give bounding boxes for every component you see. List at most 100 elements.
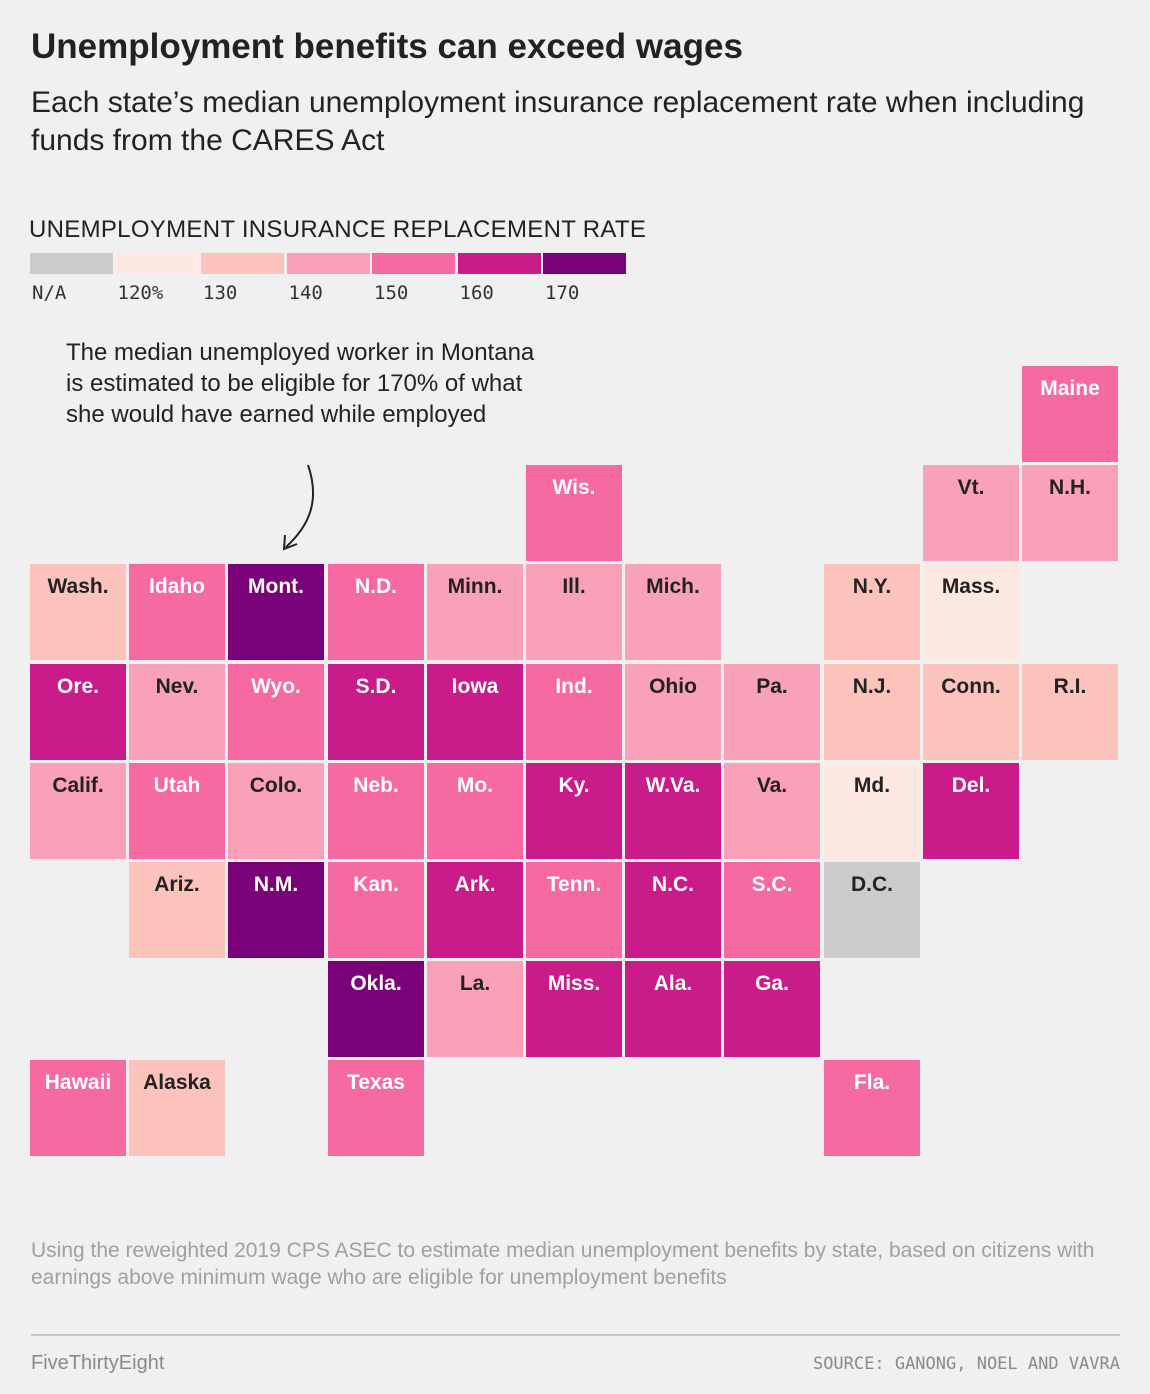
state-tile: W.Va.: [625, 763, 721, 859]
legend-label: N/A: [32, 282, 67, 304]
state-label: N.C.: [652, 873, 694, 896]
state-label: Iowa: [451, 675, 499, 698]
state-label: Mo.: [456, 774, 494, 797]
state-label: Ore.: [56, 675, 100, 698]
state-label: Neb.: [353, 774, 399, 797]
state-tile: N.J.: [824, 664, 920, 760]
state-tile: Utah: [129, 763, 225, 859]
state-tile: Conn.: [923, 664, 1019, 760]
state-tile: Mich.: [625, 564, 721, 660]
state-label: N.D.: [355, 575, 397, 598]
state-tile: N.M.: [228, 862, 324, 958]
legend-label: 170: [545, 282, 580, 304]
state-tile: Mass.: [923, 564, 1019, 660]
legend-swatch: [543, 253, 626, 274]
state-label: Va.: [756, 774, 788, 797]
state-label: S.C.: [751, 873, 793, 896]
state-label: Ill.: [562, 575, 586, 598]
state-tile: Alaska: [129, 1060, 225, 1156]
state-label: D.C.: [851, 873, 893, 896]
state-label: Alaska: [143, 1071, 211, 1094]
state-label: W.Va.: [645, 774, 701, 797]
legend-label: 140: [288, 282, 323, 304]
state-label: Nev.: [155, 675, 199, 698]
state-label: Pa.: [756, 675, 788, 698]
state-tile: Va.: [724, 763, 820, 859]
state-tile: Nev.: [129, 664, 225, 760]
state-tile: Tenn.: [526, 862, 622, 958]
source-credit: SOURCE: GANONG, NOEL AND VAVRA: [812, 1354, 1120, 1374]
state-tile: Miss.: [526, 961, 622, 1057]
state-tile: Kan.: [328, 862, 424, 958]
footer-divider: [31, 1334, 1120, 1336]
state-tile: Ga.: [724, 961, 820, 1057]
state-tile: Pa.: [724, 664, 820, 760]
state-tile: Del.: [923, 763, 1019, 859]
state-label: Texas: [347, 1071, 405, 1094]
legend-swatch: [457, 253, 541, 274]
state-tile: Idaho: [129, 564, 225, 660]
state-label: Wash.: [47, 575, 109, 598]
state-tile: Calif.: [30, 763, 126, 859]
state-label: Minn.: [447, 575, 503, 598]
state-tile: N.D.: [328, 564, 424, 660]
state-tile: Wyo.: [228, 664, 324, 760]
state-label: Del.: [951, 774, 991, 797]
state-tile: Vt.: [923, 465, 1019, 561]
state-tile: Ark.: [427, 862, 523, 958]
state-label: N.J.: [852, 675, 892, 698]
state-label: Mont.: [248, 575, 304, 598]
state-tile: S.D.: [328, 664, 424, 760]
brand-logo-text: FiveThirtyEight: [31, 1352, 165, 1374]
state-tile: Maine: [1022, 366, 1118, 462]
state-tile: Wash.: [30, 564, 126, 660]
state-label: Ariz.: [154, 873, 200, 896]
state-label: Vt.: [957, 476, 985, 499]
state-label: La.: [459, 972, 491, 995]
state-tile: Neb.: [328, 763, 424, 859]
legend-label: 150: [374, 282, 409, 304]
legend-swatch: [115, 253, 199, 274]
legend-title: UNEMPLOYMENT INSURANCE REPLACEMENT RATE: [29, 216, 647, 243]
state-label: Ala.: [653, 972, 693, 995]
state-label: Conn.: [941, 675, 1001, 698]
montana-annotation: The median unemployed worker in Montana …: [66, 339, 535, 428]
state-tile: N.C.: [625, 862, 721, 958]
state-tile: Hawaii: [30, 1060, 126, 1156]
state-tile: Minn.: [427, 564, 523, 660]
state-label: Ky.: [558, 774, 590, 797]
state-tile: Md.: [824, 763, 920, 859]
state-label: Ind.: [555, 675, 593, 698]
state-label: Ga.: [755, 972, 789, 995]
state-tile: Fla.: [824, 1060, 920, 1156]
state-label: Wis.: [552, 476, 596, 499]
state-tile: Ore.: [30, 664, 126, 760]
legend-swatch: [201, 253, 284, 274]
state-label: Ohio: [649, 675, 697, 698]
legend-swatch: [372, 253, 455, 274]
state-tile: Ariz.: [129, 862, 225, 958]
state-label: Hawaii: [44, 1071, 112, 1094]
chart-title: Unemployment benefits can exceed wages: [31, 27, 743, 66]
state-tile: N.H.: [1022, 465, 1118, 561]
state-tile: Ohio: [625, 664, 721, 760]
annotation-arrow-icon: [282, 464, 315, 551]
legend-label: 120%: [117, 282, 164, 304]
state-tile: Ind.: [526, 664, 622, 760]
legend-label: 130: [203, 282, 238, 304]
state-label: Wyo.: [251, 675, 301, 698]
chart-subtitle: Each state’s median unemployment insuran…: [31, 86, 1085, 157]
state-label: Calif.: [52, 774, 104, 797]
state-label: Tenn.: [546, 873, 602, 896]
state-label: Mich.: [646, 575, 700, 598]
state-label: Fla.: [853, 1071, 891, 1094]
state-tile: Mont.: [228, 564, 324, 660]
state-label: S.D.: [355, 675, 397, 698]
state-tile: La.: [427, 961, 523, 1057]
state-label: Miss.: [547, 972, 601, 995]
state-tile: Ala.: [625, 961, 721, 1057]
legend-label: 160: [459, 282, 494, 304]
state-label: Colo.: [249, 774, 303, 797]
state-tile: Wis.: [526, 465, 622, 561]
state-tile: D.C.: [824, 862, 920, 958]
